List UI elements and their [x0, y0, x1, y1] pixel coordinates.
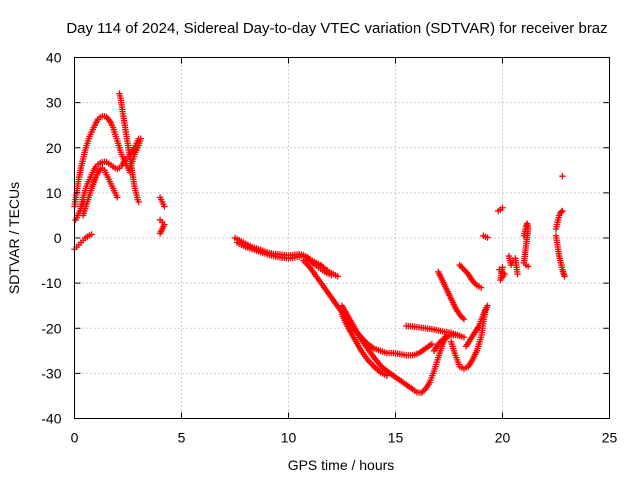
data-point	[114, 194, 121, 201]
x-axis-label: GPS time / hours	[288, 457, 395, 473]
y-tick-label: 30	[46, 95, 62, 111]
data-point	[477, 284, 485, 291]
data-point	[558, 208, 565, 216]
x-tick-label: 20	[495, 430, 511, 446]
y-tick-label: 10	[46, 185, 62, 201]
y-tick-label: -30	[41, 365, 61, 381]
data-point	[428, 340, 436, 348]
y-tick-label: -40	[41, 411, 61, 427]
grid-lines	[74, 57, 610, 419]
data-point	[484, 302, 491, 309]
x-tick-label: 15	[388, 430, 404, 446]
data-point	[334, 273, 341, 280]
x-tick-label: 0	[71, 430, 79, 446]
data-point	[514, 270, 521, 278]
axis-tick-labels: 0 5 10 15 20 25 -40 -30 -20 -10 0 10 20 30 40	[41, 50, 617, 446]
data-point	[88, 231, 95, 238]
data-point	[460, 334, 468, 341]
y-axis-label: SDTVAR / TECUs	[6, 182, 22, 294]
data-point	[137, 135, 145, 142]
data-point	[524, 263, 532, 270]
data-point	[383, 372, 391, 379]
y-tick-label: 20	[46, 140, 62, 156]
data-point	[484, 234, 491, 241]
data-point	[328, 271, 335, 279]
data-point	[559, 207, 566, 215]
data-point	[561, 273, 568, 280]
chart-title: Day 114 of 2024, Sidereal Day-to-day VTE…	[66, 20, 607, 37]
data-points	[71, 90, 568, 396]
data-point	[161, 203, 168, 210]
x-tick-label: 10	[281, 430, 297, 446]
data-point	[135, 198, 142, 206]
data-point	[456, 332, 463, 340]
x-tick-label: 25	[602, 430, 618, 446]
y-tick-label: -20	[41, 320, 61, 336]
data-point	[309, 259, 316, 267]
data-point	[156, 230, 164, 237]
y-tick-label: 40	[46, 50, 62, 66]
data-point	[499, 204, 506, 211]
y-tick-label: 0	[54, 230, 62, 246]
data-point	[559, 172, 566, 180]
y-tick-label: -10	[41, 275, 61, 291]
axis-ticks	[74, 57, 610, 419]
data-point	[460, 316, 468, 323]
data-point	[499, 264, 506, 271]
x-tick-label: 5	[178, 430, 186, 446]
